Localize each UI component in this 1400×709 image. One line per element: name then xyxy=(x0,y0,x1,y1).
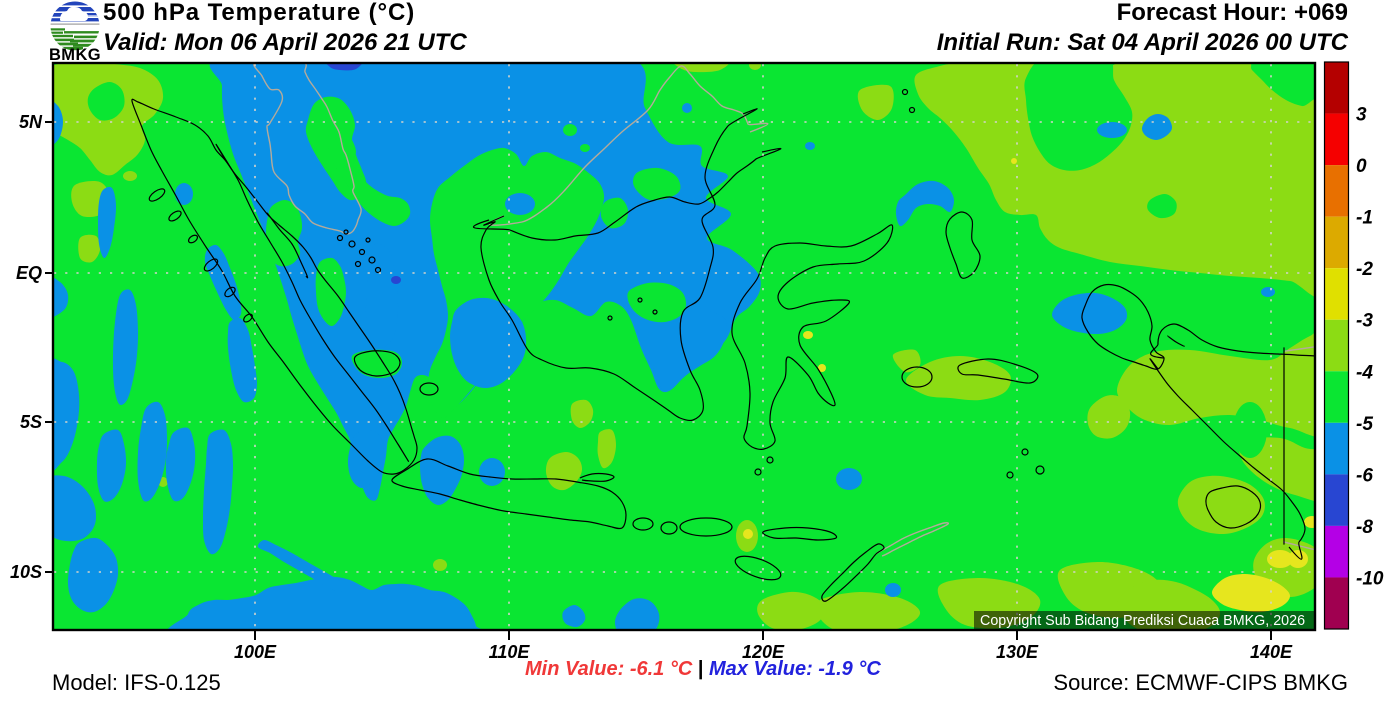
svg-text:BMKG: BMKG xyxy=(49,46,101,64)
svg-text:-8: -8 xyxy=(1356,517,1373,538)
svg-text:-6: -6 xyxy=(1356,465,1373,486)
svg-text:110E: 110E xyxy=(489,642,531,662)
svg-text:0: 0 xyxy=(1356,156,1367,177)
svg-text:-3: -3 xyxy=(1356,311,1373,332)
svg-text:5N: 5N xyxy=(19,112,43,132)
svg-text:EQ: EQ xyxy=(16,263,42,283)
svg-text:Copyright Sub Bidang Prediksi: Copyright Sub Bidang Prediksi Cuaca BMKG… xyxy=(980,613,1305,629)
svg-text:3: 3 xyxy=(1356,105,1367,126)
svg-text:120E: 120E xyxy=(742,642,785,662)
svg-text:10S: 10S xyxy=(10,562,42,582)
svg-text:5S: 5S xyxy=(20,412,42,432)
svg-text:100E: 100E xyxy=(234,642,277,662)
svg-text:-5: -5 xyxy=(1356,414,1373,435)
svg-text:-4: -4 xyxy=(1356,362,1373,383)
svg-text:140E: 140E xyxy=(1250,642,1293,662)
svg-text:-1: -1 xyxy=(1356,208,1373,229)
svg-text:-10: -10 xyxy=(1356,569,1384,590)
svg-text:-2: -2 xyxy=(1356,259,1373,280)
svg-text:130E: 130E xyxy=(996,642,1039,662)
